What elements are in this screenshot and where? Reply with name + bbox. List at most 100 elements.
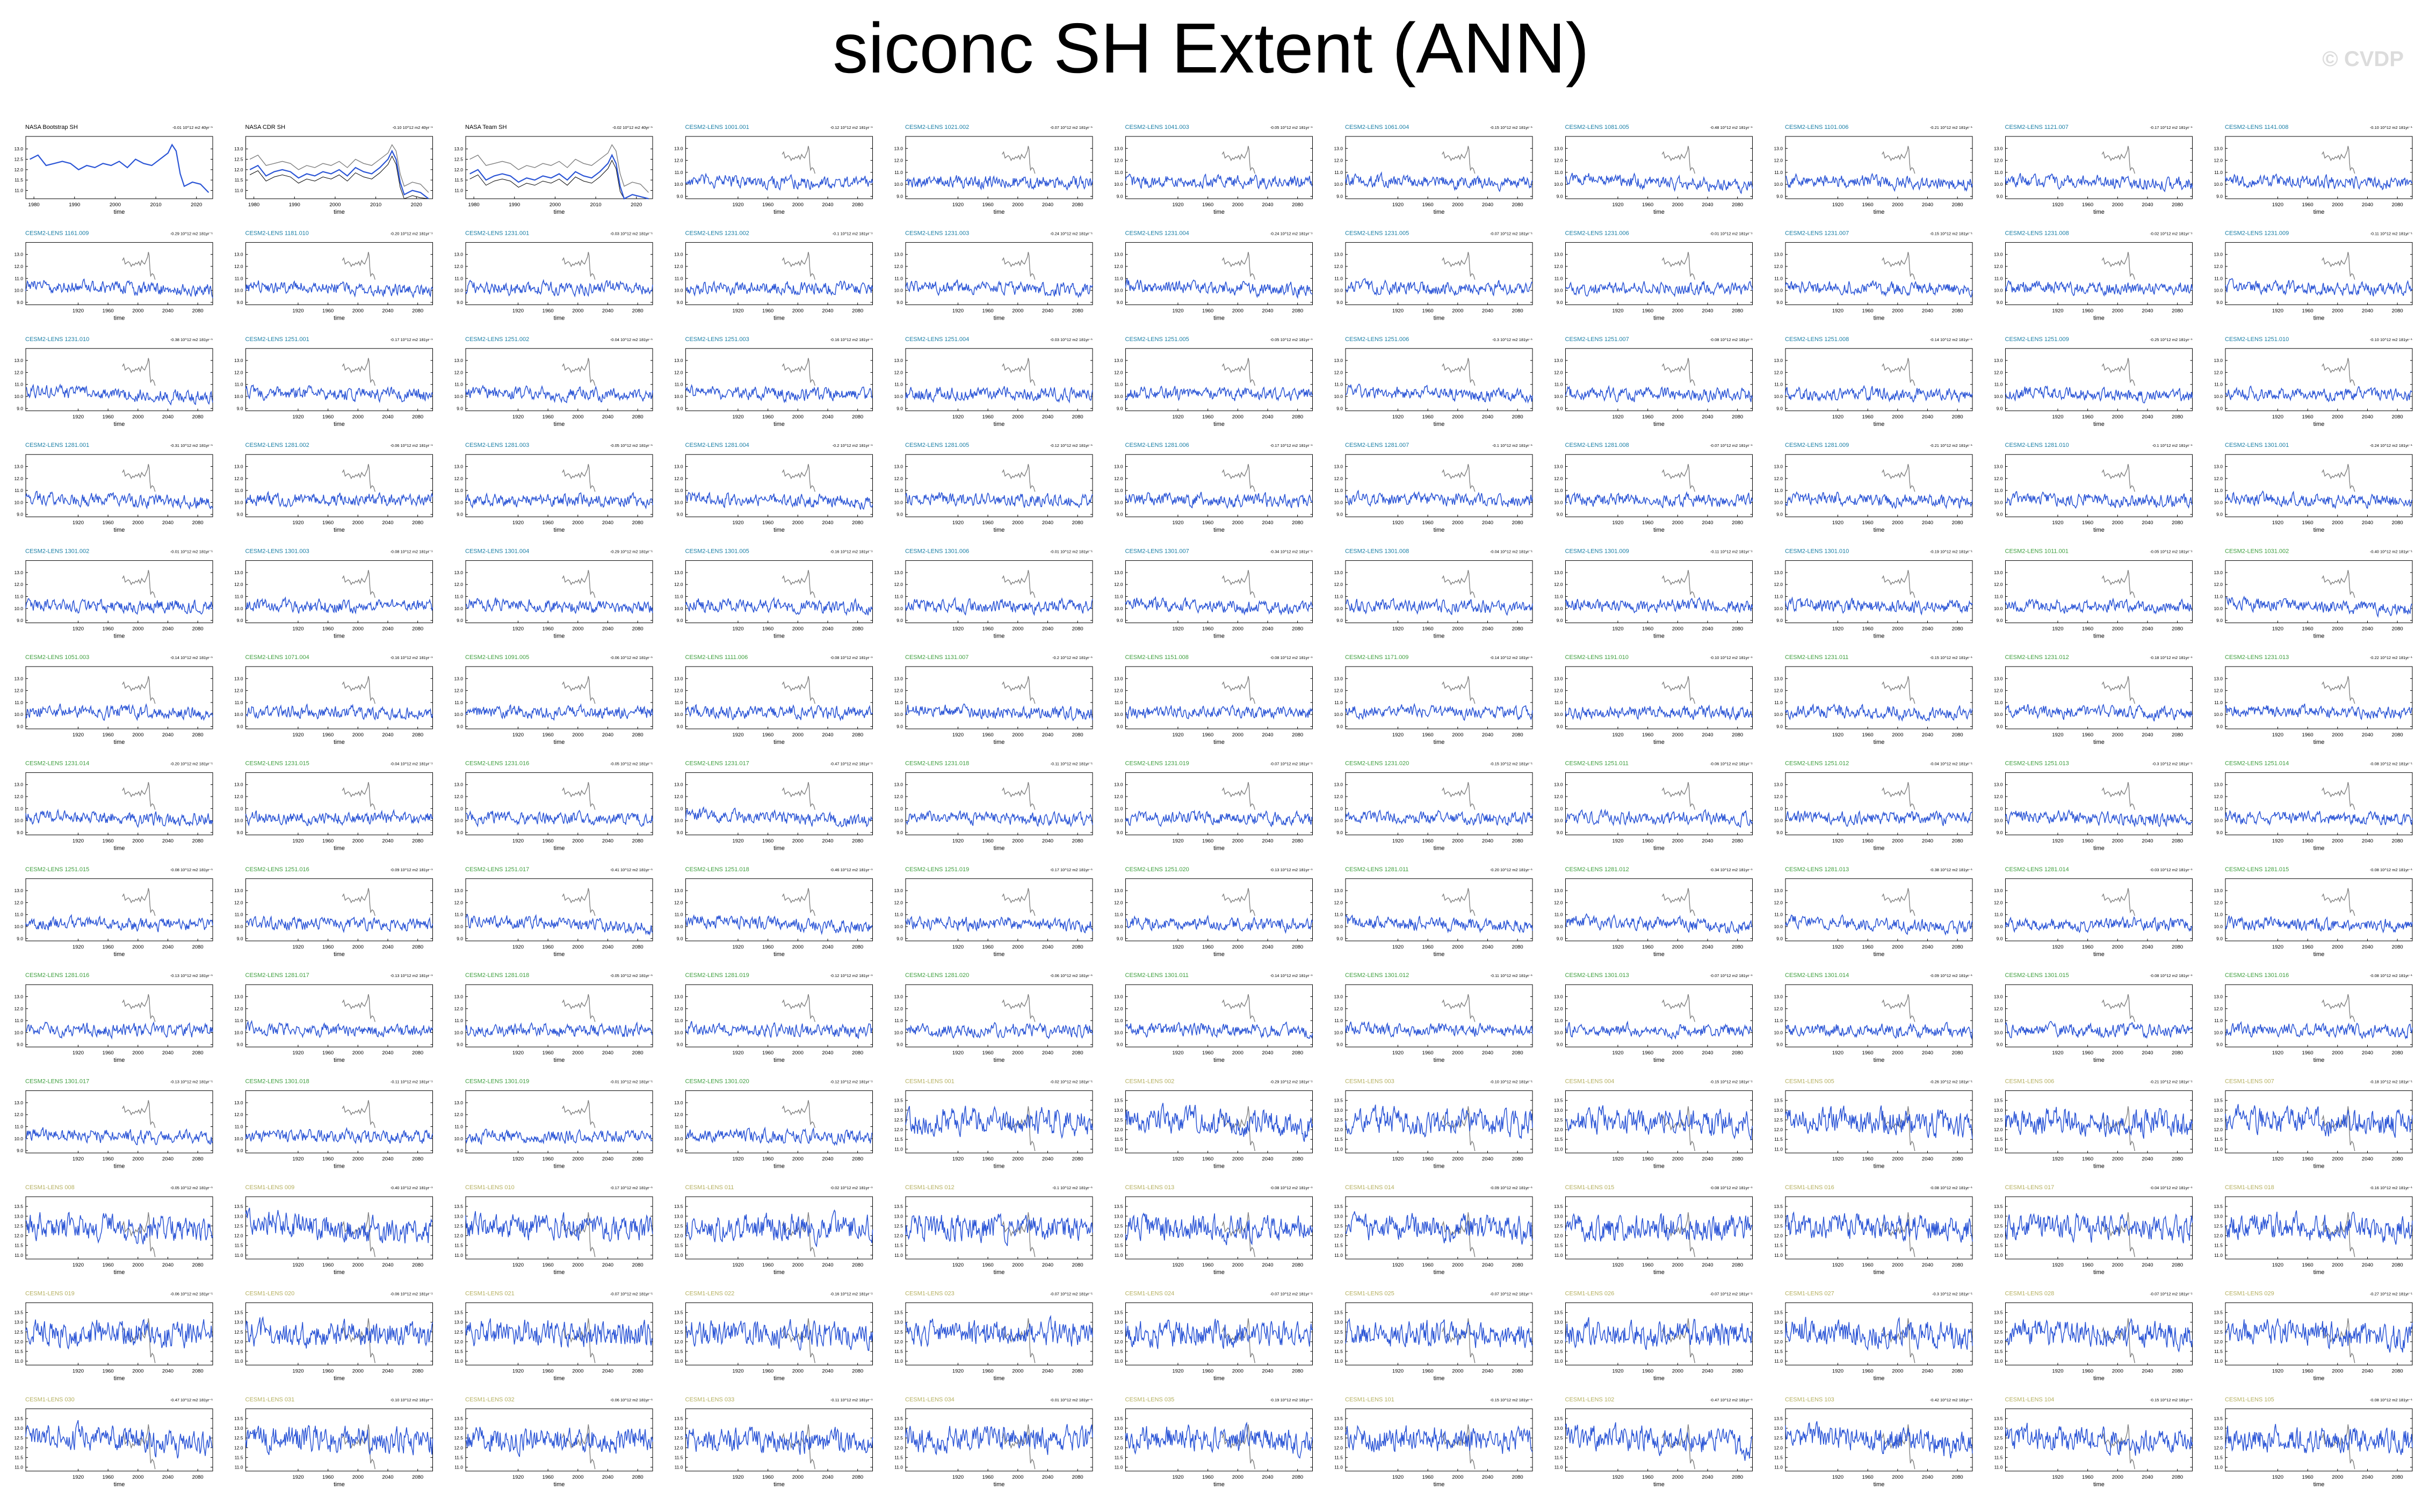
y-tick-label: 9.0 bbox=[457, 512, 463, 517]
member-series-line bbox=[1125, 1212, 1313, 1246]
panel-title: CESM1-LENS 102 bbox=[1565, 1397, 1615, 1403]
x-tick-label: 2000 bbox=[792, 838, 804, 844]
panel-title: CESM2-LENS 1231.002 bbox=[685, 230, 749, 236]
obs-reference-line bbox=[2322, 782, 2355, 810]
plot-frame bbox=[685, 242, 873, 305]
x-tick-label: 2000 bbox=[1452, 732, 1463, 738]
obs-reference-line bbox=[122, 676, 156, 704]
cvdp-watermark: © CVDP bbox=[2322, 47, 2404, 71]
x-tick-label: 1920 bbox=[1172, 1474, 1183, 1480]
y-tick-label: 9.0 bbox=[1336, 1042, 1343, 1047]
y-tick-label: 13.0 bbox=[1994, 1213, 2003, 1219]
member-panel: CESM2-LENS 1301.004 -0.29 10^12 m2 181yr⁻… bbox=[454, 548, 653, 640]
x-tick-label: 1920 bbox=[952, 1262, 964, 1268]
x-tick-label: 2000 bbox=[2332, 838, 2343, 844]
obs-reference-line bbox=[122, 464, 156, 492]
y-tick-label: 11.0 bbox=[1115, 1465, 1123, 1470]
member-series-line bbox=[25, 1211, 213, 1245]
obs-reference-line bbox=[1442, 358, 1476, 386]
y-tick-label: 9.0 bbox=[17, 936, 23, 941]
x-tick-label: 1960 bbox=[1422, 308, 1434, 314]
x-tick-label: 1960 bbox=[543, 626, 554, 632]
x-axis-label: time bbox=[1653, 1481, 1665, 1488]
y-tick-label: 10.0 bbox=[1114, 394, 1123, 399]
member-series-line bbox=[1125, 491, 1313, 509]
y-tick-label: 10.0 bbox=[674, 712, 683, 717]
member-panel: CESM1-LENS 023 -0.07 10^12 m2 181yr⁻¹11.0… bbox=[894, 1290, 1093, 1381]
panel-title: CESM2-LENS 1251.004 bbox=[905, 336, 969, 343]
y-tick-label: 9.0 bbox=[1336, 830, 1343, 835]
y-tick-label: 13.0 bbox=[454, 1426, 463, 1431]
x-axis-label: time bbox=[773, 633, 785, 640]
x-tick-label: 2000 bbox=[132, 838, 143, 844]
member-series-line bbox=[905, 279, 1093, 299]
panel-title: CESM2-LENS 1301.005 bbox=[685, 548, 749, 555]
x-axis-label: time bbox=[2313, 633, 2325, 640]
y-tick-label: 11.0 bbox=[454, 188, 463, 193]
panel-trend-label: -0.38 10^12 m2 181yr⁻¹ bbox=[1930, 867, 1973, 872]
y-tick-label: 13.0 bbox=[1994, 1426, 2003, 1431]
x-axis-label: time bbox=[334, 315, 345, 321]
x-tick-label: 1980 bbox=[468, 202, 480, 208]
y-tick-label: 9.0 bbox=[1336, 300, 1343, 305]
y-tick-label: 9.0 bbox=[2216, 512, 2223, 517]
y-tick-label: 11.0 bbox=[894, 488, 903, 493]
member-panel: CESM2-LENS 1281.001 -0.31 10^12 m2 181yr⁻… bbox=[14, 442, 213, 533]
x-tick-label: 2000 bbox=[2112, 308, 2123, 314]
panel-trend-label: -0.41 10^12 m2 181yr⁻¹ bbox=[610, 867, 653, 872]
y-tick-label: 11.0 bbox=[235, 806, 243, 811]
x-tick-label: 2000 bbox=[1012, 732, 1023, 738]
x-tick-label: 2040 bbox=[2362, 202, 2373, 208]
x-tick-label: 1960 bbox=[2302, 1368, 2313, 1374]
y-tick-label: 11.0 bbox=[235, 382, 243, 387]
y-tick-label: 13.0 bbox=[1994, 1320, 2003, 1325]
y-tick-label: 13.0 bbox=[1114, 570, 1123, 575]
x-tick-label: 1920 bbox=[1612, 202, 1623, 208]
y-tick-label: 11.0 bbox=[1555, 1253, 1563, 1258]
panel-trend-label: -0.05 10^12 m2 181yr⁻¹ bbox=[2150, 549, 2193, 554]
y-tick-label: 11.0 bbox=[1774, 1465, 1783, 1470]
x-tick-label: 2080 bbox=[632, 308, 644, 314]
panel-trend-label: -0.17 10^12 m2 181yr⁻¹ bbox=[2150, 125, 2193, 130]
obs-reference-line bbox=[1882, 464, 1915, 492]
x-axis-label: time bbox=[994, 1163, 1005, 1170]
y-tick-label: 12.0 bbox=[1994, 1339, 2003, 1344]
y-tick-label: 11.0 bbox=[2214, 1465, 2223, 1470]
x-axis-label: time bbox=[1434, 1163, 1445, 1170]
y-tick-label: 13.0 bbox=[1774, 888, 1783, 893]
member-series-line bbox=[1125, 1421, 1313, 1459]
panel-trend-label: -0.08 10^12 m2 181yr⁻¹ bbox=[390, 549, 433, 554]
x-tick-label: 1920 bbox=[1612, 838, 1623, 844]
y-tick-label: 13.0 bbox=[1334, 1108, 1343, 1113]
x-tick-label: 2080 bbox=[1952, 520, 1963, 526]
x-tick-label: 2040 bbox=[1702, 944, 1713, 950]
plot-frame bbox=[685, 454, 873, 517]
member-series-line bbox=[1565, 704, 1753, 721]
y-tick-label: 11.0 bbox=[1994, 1146, 2003, 1152]
y-tick-label: 11.0 bbox=[894, 276, 903, 281]
y-tick-label: 12.0 bbox=[1774, 1445, 1783, 1450]
x-tick-label: 2040 bbox=[2362, 1050, 2373, 1056]
x-tick-label: 2040 bbox=[1042, 1262, 1053, 1268]
member-panel: CESM2-LENS 1281.008 -0.07 10^12 m2 181yr⁻… bbox=[1554, 442, 1753, 533]
y-tick-label: 12.0 bbox=[1114, 264, 1123, 269]
y-tick-label: 13.0 bbox=[2214, 994, 2223, 1000]
y-tick-label: 13.0 bbox=[14, 570, 23, 575]
panel-trend-label: -0.02 10^12 m2 40yr⁻¹ bbox=[612, 125, 653, 130]
obs-reference-line bbox=[562, 252, 596, 280]
x-tick-label: 2040 bbox=[2362, 626, 2373, 632]
member-series-line bbox=[1345, 914, 1533, 934]
x-tick-label: 2080 bbox=[632, 1474, 644, 1480]
y-tick-label: 12.0 bbox=[674, 476, 683, 481]
x-tick-label: 1920 bbox=[1832, 1156, 1843, 1162]
obs-reference-line bbox=[2322, 994, 2355, 1022]
y-tick-label: 13.0 bbox=[2214, 676, 2223, 681]
y-tick-label: 9.0 bbox=[1336, 194, 1343, 199]
y-tick-label: 11.0 bbox=[1994, 488, 2003, 493]
x-tick-label: 2040 bbox=[822, 838, 833, 844]
y-tick-label: 11.0 bbox=[1115, 594, 1123, 599]
x-axis-label: time bbox=[773, 209, 785, 215]
y-tick-label: 12.0 bbox=[2214, 900, 2223, 905]
y-tick-label: 12.5 bbox=[1554, 1435, 1563, 1441]
x-tick-label: 1920 bbox=[292, 308, 303, 314]
